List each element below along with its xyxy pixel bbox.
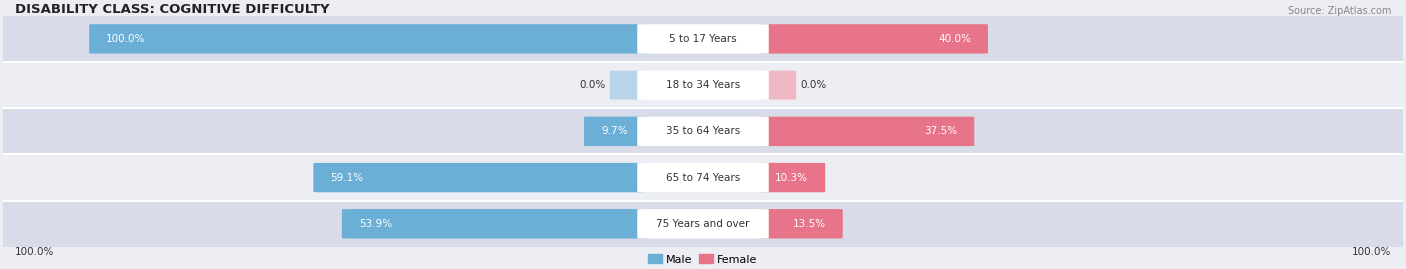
Text: 75 Years and over: 75 Years and over — [657, 219, 749, 229]
FancyBboxPatch shape — [342, 209, 647, 239]
Text: 18 to 34 Years: 18 to 34 Years — [666, 80, 740, 90]
Text: 59.1%: 59.1% — [330, 173, 364, 183]
FancyBboxPatch shape — [637, 24, 769, 54]
Text: 35 to 64 Years: 35 to 64 Years — [666, 126, 740, 136]
FancyBboxPatch shape — [759, 209, 842, 239]
FancyBboxPatch shape — [89, 24, 647, 54]
Text: 100.0%: 100.0% — [107, 34, 146, 44]
Text: 0.0%: 0.0% — [800, 80, 827, 90]
FancyBboxPatch shape — [314, 163, 647, 192]
Text: Source: ZipAtlas.com: Source: ZipAtlas.com — [1288, 6, 1391, 16]
Text: DISABILITY CLASS: COGNITIVE DIFFICULTY: DISABILITY CLASS: COGNITIVE DIFFICULTY — [15, 3, 329, 16]
FancyBboxPatch shape — [637, 117, 769, 146]
Text: 53.9%: 53.9% — [359, 219, 392, 229]
Text: 37.5%: 37.5% — [924, 126, 957, 136]
FancyBboxPatch shape — [637, 70, 769, 100]
FancyBboxPatch shape — [759, 24, 988, 54]
FancyBboxPatch shape — [759, 163, 825, 192]
Bar — [3, 108, 1403, 154]
Text: 40.0%: 40.0% — [938, 34, 972, 44]
FancyBboxPatch shape — [762, 71, 796, 100]
Bar — [3, 62, 1403, 108]
Text: 0.0%: 0.0% — [579, 80, 606, 90]
Legend: Male, Female: Male, Female — [644, 250, 762, 269]
Text: 100.0%: 100.0% — [15, 247, 55, 257]
Text: 10.3%: 10.3% — [775, 173, 808, 183]
Text: 5 to 17 Years: 5 to 17 Years — [669, 34, 737, 44]
FancyBboxPatch shape — [637, 209, 769, 239]
Bar — [3, 201, 1403, 247]
Bar — [3, 16, 1403, 62]
FancyBboxPatch shape — [759, 117, 974, 146]
FancyBboxPatch shape — [637, 163, 769, 192]
Text: 65 to 74 Years: 65 to 74 Years — [666, 173, 740, 183]
Bar — [3, 154, 1403, 201]
Text: 13.5%: 13.5% — [793, 219, 825, 229]
Text: 9.7%: 9.7% — [602, 126, 627, 136]
Text: 100.0%: 100.0% — [1351, 247, 1391, 257]
FancyBboxPatch shape — [610, 71, 644, 100]
FancyBboxPatch shape — [583, 117, 647, 146]
